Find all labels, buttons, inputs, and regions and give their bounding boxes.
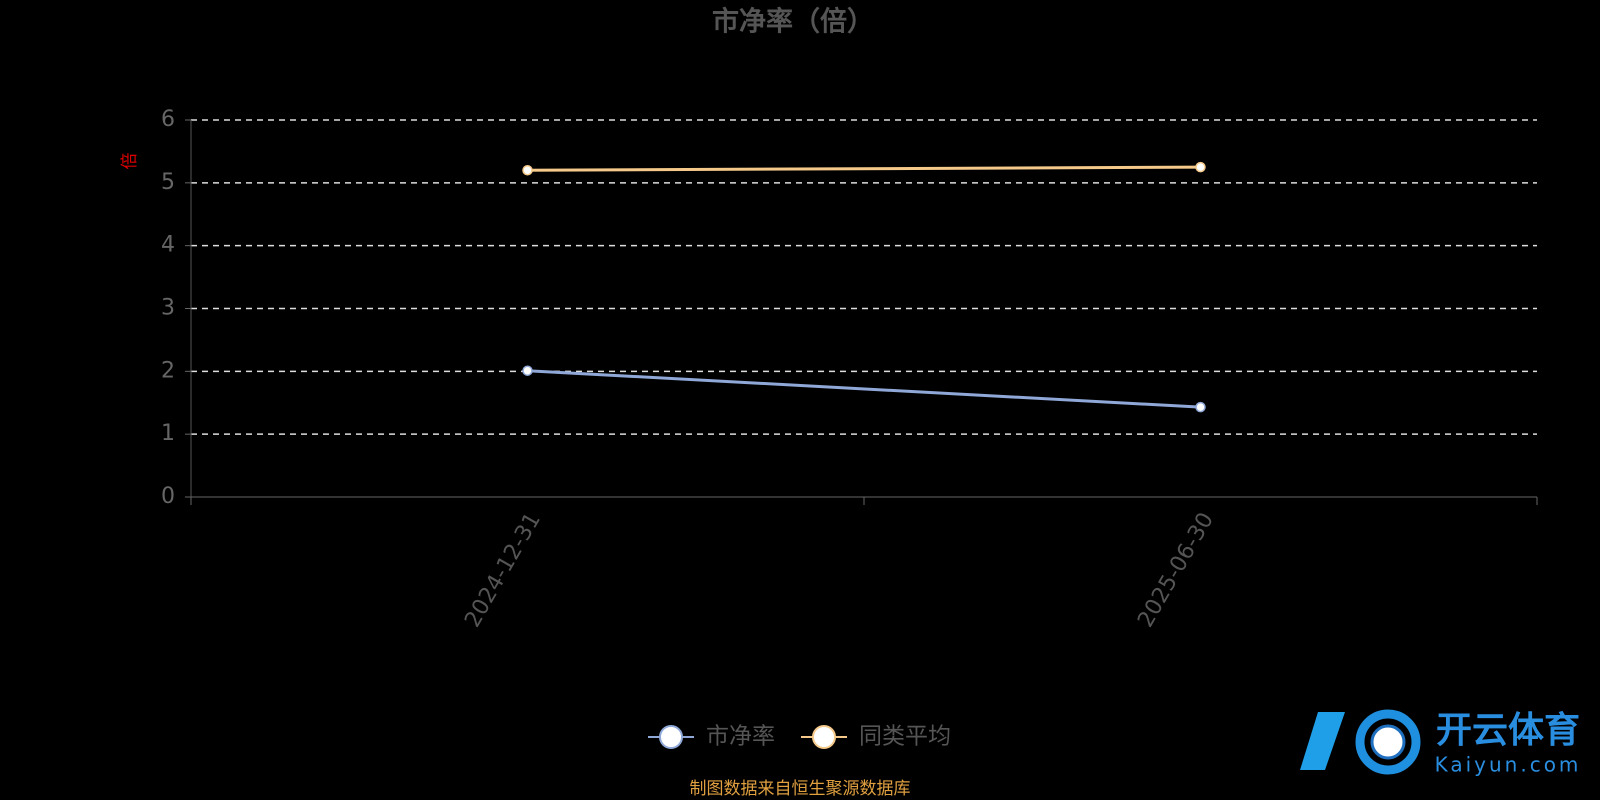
watermark-brand: 开云体育 xyxy=(1436,710,1580,751)
y-tick-label: 4 xyxy=(161,233,175,258)
logo-ring xyxy=(1355,709,1421,775)
y-tick-label: 2 xyxy=(161,358,175,383)
source-note: 制图数据来自恒生聚源数据库 xyxy=(690,779,911,799)
legend-marker xyxy=(659,725,683,749)
watermark-site: Kaiyun.com xyxy=(1435,753,1582,777)
logo-k xyxy=(1300,712,1345,770)
legend-marker xyxy=(812,725,836,749)
series-line xyxy=(527,369,1201,409)
data-point xyxy=(1195,161,1206,173)
chart-title: 市净率（倍） xyxy=(712,6,874,38)
y-tick-label: 1 xyxy=(161,421,175,446)
data-point xyxy=(522,165,533,176)
y-axis-label: 倍 xyxy=(120,153,140,170)
y-tick-label: 6 xyxy=(161,107,175,132)
y-tick-label: 3 xyxy=(161,296,175,321)
legend-label: 市净率 xyxy=(706,724,775,750)
y-tick-label: 0 xyxy=(161,484,175,509)
legend-label: 同类平均 xyxy=(859,724,951,750)
data-point xyxy=(522,365,533,376)
data-point xyxy=(1195,401,1206,413)
y-tick-label: 5 xyxy=(161,170,175,195)
logo-ball xyxy=(1370,724,1406,760)
series-line xyxy=(527,165,1201,172)
watermark: 开云体育 Kaiyun.com xyxy=(1300,709,1582,777)
